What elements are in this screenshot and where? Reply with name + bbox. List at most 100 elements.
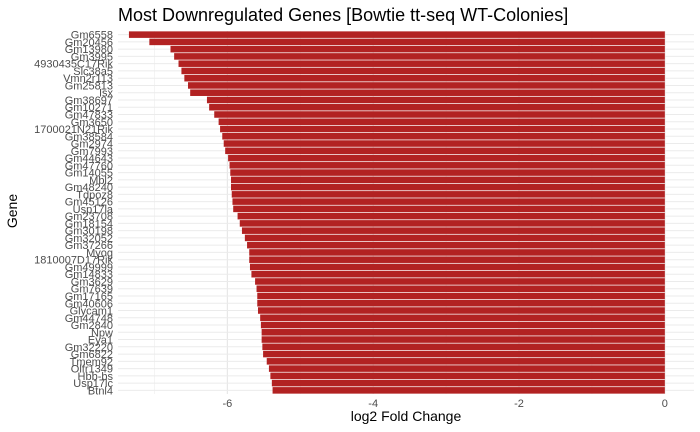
bar [247,241,665,249]
gene-label: Gm2840 [71,320,113,332]
gene-label: Gm7639 [71,284,113,296]
bar [257,307,665,314]
gene-label: Gm3629 [71,276,113,288]
bar [239,220,665,227]
bar [241,227,665,234]
bar [178,60,665,67]
gene-label: 4930435C17Rik [34,59,113,71]
x-tick-labels: -6 -4 -2 0 [222,398,667,410]
gene-label: Gm30198 [65,226,113,238]
bar [149,38,665,46]
gene-label: Gm44748 [65,313,113,325]
gene-label: Gm32052 [65,233,113,245]
bars [128,31,665,394]
bar [228,154,665,162]
gene-label: Gm10271 [65,102,113,114]
bar [261,329,665,336]
x-axis-title: log2 Fold Change [351,408,462,424]
gene-label: Npw [91,327,113,339]
gene-label: Gm14833 [65,269,113,281]
bar [244,234,665,242]
gene-label: Tmem92 [70,356,113,368]
gene-label: Gm13980 [65,44,113,56]
gene-label: Gm6822 [71,349,113,361]
bar [170,45,665,53]
bar [266,358,665,365]
gene-label: Olfr1349 [71,364,113,376]
bar [257,299,665,307]
gene-label: Gm49999 [65,262,113,274]
bar [184,74,665,82]
gene-label: Gm32220 [65,342,113,354]
gene-label: Gm47833 [65,109,113,121]
gene-label: Usp17lc [73,378,113,390]
bar [268,365,665,372]
bar [237,212,665,220]
bar [230,169,665,176]
gene-label: Gm45126 [65,197,113,209]
gene-label: Gm48240 [65,182,113,194]
bar [255,278,665,285]
bar [260,314,665,322]
bar [214,111,665,118]
gene-label: Mbl2 [89,175,113,187]
gene-label: Gm2974 [71,139,113,151]
bar [257,292,665,300]
gene-label: Gm38697 [65,95,113,107]
gene-label: Eya1 [88,335,113,347]
bar [249,249,665,256]
bar [220,125,665,133]
x-tick-label: 0 [662,398,668,410]
gene-label: Isx [99,88,114,100]
gene-label: Gm44643 [65,153,113,165]
gene-label: Gm3995 [71,51,113,63]
gene-labels: Gm6558Gm20456Gm13980Gm39954930435C17RikS… [34,30,114,398]
bar [262,343,665,351]
bar [231,176,665,184]
gene-label: Gm7993 [71,146,113,158]
y-axis-title: Gene [4,194,20,228]
gene-label: Gm14055 [65,168,113,180]
bar [222,133,665,140]
gene-label: Gm38584 [65,131,113,143]
gene-label: Gm25813 [65,80,113,92]
bar [231,191,665,198]
bar [256,285,665,292]
bar [231,183,665,191]
bar [225,147,665,155]
gene-label: Slc38a5 [73,66,113,78]
bar [251,270,665,278]
x-tick-label: -6 [222,398,232,410]
bar [263,350,665,358]
bar [206,96,665,104]
gene-label: Hbb-bs [78,371,114,383]
gene-label: Tdpoz8 [76,189,113,201]
x-tick-label: -2 [514,398,524,410]
gene-label: Glycam1 [70,306,113,318]
bar [190,89,665,96]
gene-label: Vmn2r113 [63,73,113,85]
gene-label: 1810007D17Rik [34,255,113,267]
bar [223,140,665,147]
x-tick-label: -4 [368,398,378,410]
bar [218,118,665,126]
bar [260,321,665,329]
gene-label: Gm40606 [65,298,113,310]
gene-label: Gm23708 [65,211,113,223]
bar [249,263,665,271]
bar [233,205,665,213]
bar [209,103,665,111]
bar [261,336,665,343]
gene-label: Btnl4 [88,385,113,397]
bar [232,198,665,205]
gene-label: 1700021N21Rik [34,124,113,136]
chart-title: Most Downregulated Genes [Bowtie tt-seq … [118,5,568,25]
gene-label: Gm47760 [65,160,113,172]
bar [272,387,665,394]
gene-label: Gm3650 [71,117,113,129]
bar [187,82,665,89]
bar [249,256,665,263]
bar [128,31,665,38]
bar [174,53,665,60]
